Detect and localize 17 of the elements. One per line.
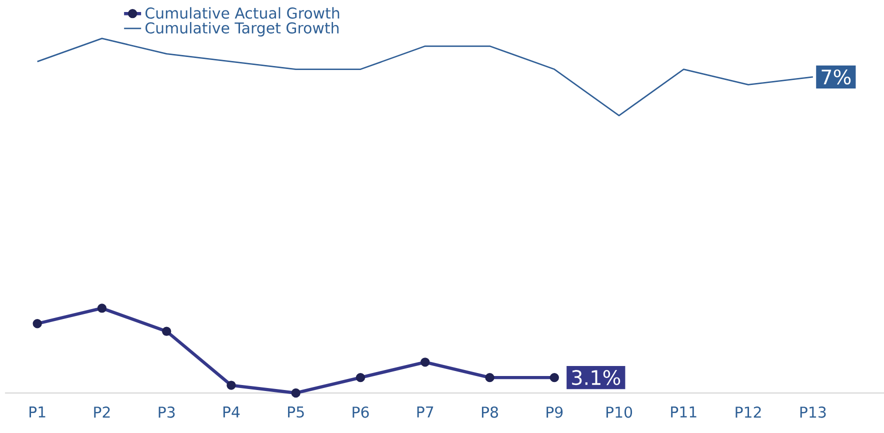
x-tick-label: P3 <box>158 406 175 418</box>
legend-label: Cumulative Actual Growth <box>146 7 340 19</box>
x-tick-label: P12 <box>736 406 761 418</box>
x-tick-label: P8 <box>482 406 498 418</box>
data-label: 7% <box>822 69 851 85</box>
x-tick-label: P7 <box>417 406 434 418</box>
x-tick-label: P10 <box>606 406 632 418</box>
x-tick-label: P6 <box>352 406 369 418</box>
legend-label: Cumulative Target Growth <box>146 22 339 36</box>
x-tick-label: P1 <box>30 406 46 418</box>
x-tick-label: P13 <box>800 406 826 418</box>
data-label: 3.1% <box>572 370 620 386</box>
x-tick-label: P11 <box>671 406 696 418</box>
x-tick-label: P2 <box>94 406 110 418</box>
x-tick-label: P5 <box>288 406 304 418</box>
x-tick-label: P9 <box>546 406 563 418</box>
x-tick-label: P4 <box>223 406 240 418</box>
